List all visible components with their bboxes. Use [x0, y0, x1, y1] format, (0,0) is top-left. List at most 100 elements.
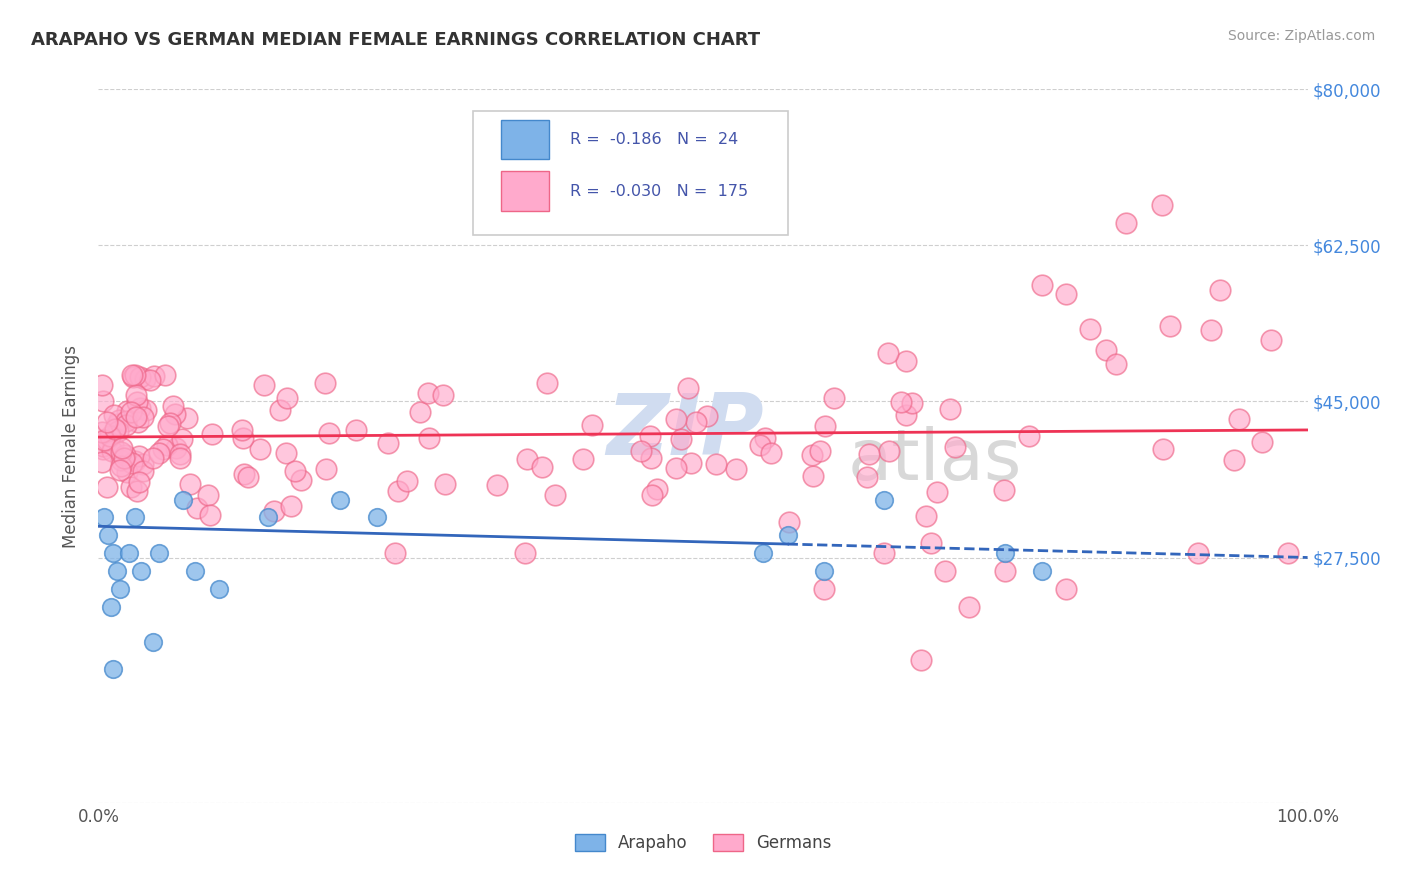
Point	[124, 510, 146, 524]
Point	[101, 443, 124, 458]
Point	[1031, 278, 1053, 293]
Text: ZIP: ZIP	[606, 390, 763, 474]
Point	[808, 443, 831, 458]
Point	[165, 442, 187, 456]
Point	[105, 564, 128, 578]
Point	[761, 446, 783, 460]
Point	[121, 456, 143, 470]
Point	[110, 444, 132, 458]
Point	[128, 475, 150, 489]
Point	[581, 418, 603, 433]
Text: atlas: atlas	[848, 425, 1022, 495]
Point	[801, 449, 824, 463]
Point	[169, 447, 191, 461]
Point	[1054, 582, 1077, 596]
Point	[939, 401, 962, 416]
Point	[124, 454, 146, 468]
Text: Source: ZipAtlas.com: Source: ZipAtlas.com	[1227, 29, 1375, 43]
Point	[132, 464, 155, 478]
Point	[263, 503, 285, 517]
Point	[93, 433, 115, 447]
Point	[132, 410, 155, 425]
Point	[122, 370, 145, 384]
Point	[516, 451, 538, 466]
Point	[91, 394, 114, 409]
Point	[96, 415, 118, 429]
Bar	[501, 120, 550, 159]
Point	[280, 499, 302, 513]
Point	[169, 451, 191, 466]
Point	[105, 417, 128, 431]
Point	[329, 492, 352, 507]
Point	[994, 546, 1017, 560]
Point	[344, 423, 367, 437]
Point	[274, 445, 297, 459]
Text: ARAPAHO VS GERMAN MEDIAN FEMALE EARNINGS CORRELATION CHART: ARAPAHO VS GERMAN MEDIAN FEMALE EARNINGS…	[31, 31, 761, 49]
Point	[890, 395, 912, 409]
Point	[1187, 546, 1209, 560]
Point	[665, 412, 688, 426]
Point	[142, 450, 165, 465]
Point	[179, 477, 201, 491]
Point	[387, 484, 409, 499]
Point	[121, 368, 143, 382]
Point	[1199, 323, 1222, 337]
Point	[1152, 198, 1174, 212]
Point	[276, 392, 298, 406]
Point	[377, 436, 399, 450]
Point	[813, 564, 835, 578]
Point	[724, 462, 747, 476]
Point	[101, 438, 124, 452]
FancyBboxPatch shape	[474, 111, 787, 235]
Point	[129, 401, 152, 415]
Point	[124, 387, 146, 401]
Point	[148, 546, 170, 560]
Point	[91, 442, 114, 457]
Point	[142, 368, 165, 383]
Point	[117, 404, 139, 418]
Point	[814, 419, 837, 434]
Point	[256, 510, 278, 524]
Legend: Arapaho, Germans: Arapaho, Germans	[568, 827, 838, 859]
Point	[645, 483, 668, 497]
Point	[148, 446, 170, 460]
Point	[125, 410, 148, 425]
Point	[366, 510, 388, 524]
Point	[914, 509, 936, 524]
Point	[776, 528, 799, 542]
Point	[664, 461, 686, 475]
Point	[641, 488, 664, 502]
Point	[115, 414, 138, 428]
Point	[132, 457, 155, 471]
Point	[823, 392, 845, 406]
Point	[640, 450, 662, 465]
Point	[232, 431, 254, 445]
Point	[232, 467, 254, 482]
Point	[108, 582, 131, 596]
Point	[124, 368, 146, 382]
Point	[384, 546, 406, 560]
Point	[115, 418, 138, 433]
Point	[96, 433, 118, 447]
Point	[269, 403, 291, 417]
Point	[544, 488, 567, 502]
Point	[432, 388, 454, 402]
Point	[433, 477, 456, 491]
Point	[409, 405, 432, 419]
Point	[125, 395, 148, 409]
Point	[513, 546, 536, 560]
Point	[858, 447, 880, 461]
Point	[1031, 564, 1053, 578]
Point	[855, 470, 877, 484]
Point	[315, 462, 337, 476]
Point	[159, 416, 181, 430]
Point	[104, 422, 127, 436]
Point	[155, 368, 177, 382]
Point	[1018, 428, 1040, 442]
Point	[110, 453, 132, 467]
Point	[934, 564, 956, 578]
Point	[172, 433, 194, 447]
Point	[395, 474, 418, 488]
Point	[418, 431, 440, 445]
Point	[531, 459, 554, 474]
